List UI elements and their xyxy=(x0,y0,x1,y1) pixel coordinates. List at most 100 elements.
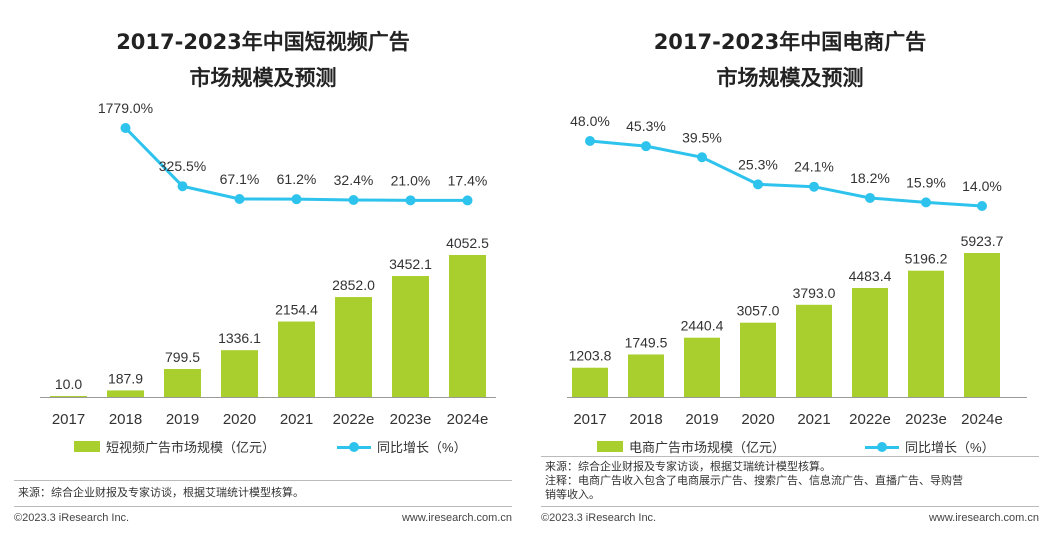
growth-point xyxy=(977,201,987,211)
category-tick-label: 2021 xyxy=(280,411,313,428)
category-tick-label: 2024e xyxy=(447,411,489,428)
growth-value-label: 17.4% xyxy=(448,172,488,188)
bar xyxy=(449,255,486,397)
growth-point xyxy=(753,179,763,190)
bar xyxy=(107,390,144,397)
bar-value-label: 3057.0 xyxy=(737,303,780,319)
growth-value-label: 32.4% xyxy=(334,172,374,188)
bar-value-label: 1749.5 xyxy=(625,334,668,350)
bar-value-label: 10.0 xyxy=(55,376,82,392)
chart-legend: 电商广告市场规模（亿元） 同比增长（%） xyxy=(597,437,995,456)
category-tick-label: 2019 xyxy=(166,411,199,428)
chart-title-line1: 2017-2023年中国电商广告 xyxy=(653,30,927,54)
category-tick-label: 2020 xyxy=(223,411,256,428)
growth-point xyxy=(697,152,707,163)
ecommerce-ad-panel: 2017-2023年中国电商广告 市场规模及预测 1203.8 1749.5 244… xyxy=(527,0,1053,536)
bar xyxy=(221,350,258,397)
category-tick-label: 2022e xyxy=(849,411,891,428)
website-link: www.iresearch.com.cn xyxy=(928,512,1039,524)
growth-value-label: 24.1% xyxy=(794,159,834,175)
category-tick-label: 2023e xyxy=(390,411,432,428)
growth-point xyxy=(462,195,473,206)
bar xyxy=(796,304,832,397)
growth-value-label: 15.9% xyxy=(906,174,946,190)
source-note: 来源：综合企业财报及专家访谈，根据艾瑞统计模型核算。 xyxy=(18,487,304,499)
short-video-ad-panel: 2017-2023年中国短视频广告 市场规模及预测 10.0 187.9 799.5… xyxy=(0,0,526,536)
bar-value-label: 2154.4 xyxy=(275,302,318,318)
growth-value-label: 18.2% xyxy=(850,170,890,186)
growth-value-label: 1779.0% xyxy=(98,100,153,116)
growth-point xyxy=(585,136,595,146)
bar xyxy=(335,297,372,397)
source-note: 来源：综合企业财报及专家访谈，根据艾瑞统计模型核算。 xyxy=(545,461,831,473)
short-video-ad-chart: 10.0 187.9 799.5 1336.1 2154.4 2852.0 3452.1 40… xyxy=(40,100,496,428)
bar-value-label: 4483.4 xyxy=(849,268,892,284)
growth-value-label: 67.1% xyxy=(220,171,260,187)
growth-value-label: 45.3% xyxy=(626,118,666,134)
bar xyxy=(50,396,87,397)
growth-value-label: 39.5% xyxy=(682,129,722,145)
category-tick-label: 2019 xyxy=(685,411,718,428)
copyright: ©2023.3 iResearch Inc. xyxy=(14,512,130,524)
bar xyxy=(740,322,776,397)
bar xyxy=(908,270,944,397)
legend-bar-swatch xyxy=(597,441,623,452)
legend-line-swatch xyxy=(337,440,372,454)
bar-value-label: 5196.2 xyxy=(905,251,948,267)
growth-point xyxy=(405,195,416,206)
category-tick-label: 2024e xyxy=(961,411,1003,428)
growth-value-label: 325.5% xyxy=(159,158,206,174)
growth-line xyxy=(589,139,983,208)
category-tick-label: 2018 xyxy=(629,411,662,428)
bar xyxy=(852,288,888,397)
growth-point xyxy=(120,123,131,133)
growth-point xyxy=(348,194,359,205)
legend-line-swatch xyxy=(865,440,900,454)
growth-value-label: 48.0% xyxy=(570,113,610,129)
bar-value-label: 3452.1 xyxy=(389,256,432,272)
legend-line-label: 同比增长（%） xyxy=(377,440,467,455)
growth-point xyxy=(291,194,302,205)
divider xyxy=(14,506,512,507)
chart-title-line2: 市场规模及预测 xyxy=(189,66,337,90)
bar-value-label: 799.5 xyxy=(165,349,200,365)
growth-value-label: 25.3% xyxy=(738,156,778,172)
category-tick-label: 2023e xyxy=(905,411,947,428)
growth-point xyxy=(641,141,651,152)
divider xyxy=(541,456,1039,457)
bar xyxy=(278,321,315,397)
growth-value-label: 14.0% xyxy=(962,178,1002,194)
bar-value-label: 1203.8 xyxy=(569,348,612,364)
category-tick-label: 2018 xyxy=(109,411,142,428)
bar-value-label: 3793.0 xyxy=(793,285,836,301)
bar-value-label: 2852.0 xyxy=(332,277,375,293)
bar xyxy=(964,253,1000,397)
footnote: 注释：电商广告收入包含了电商展示广告、搜索广告、信息流广告、直播广告、导购营 xyxy=(545,475,963,487)
bar xyxy=(392,276,429,397)
category-tick-label: 2022e xyxy=(333,411,375,428)
legend-bar-label: 电商广告市场规模（亿元） xyxy=(629,440,786,455)
bar xyxy=(572,367,608,397)
bar xyxy=(628,354,664,397)
legend-line-label: 同比增长（%） xyxy=(905,440,995,455)
category-tick-label: 2017 xyxy=(52,411,85,428)
ecommerce-ad-chart: 1203.8 1749.5 2440.4 3057.0 3793.0 4483.4 5196… xyxy=(567,113,1027,428)
category-tick-label: 2020 xyxy=(741,411,774,428)
chart-title-line2: 市场规模及预测 xyxy=(716,66,864,90)
growth-point xyxy=(177,181,188,192)
divider xyxy=(541,506,1039,507)
growth-point xyxy=(921,197,931,208)
chart-legend: 短视频广告市场规模（亿元） 同比增长（%） xyxy=(74,437,467,456)
footnote-continued: 销等收入。 xyxy=(545,489,600,501)
website-link: www.iresearch.com.cn xyxy=(401,512,512,524)
category-tick-label: 2017 xyxy=(573,411,606,428)
chart-title-line1: 2017-2023年中国短视频广告 xyxy=(116,30,410,54)
growth-point xyxy=(865,192,875,203)
growth-point xyxy=(234,194,245,204)
bar-value-label: 2440.4 xyxy=(681,318,724,334)
bar xyxy=(164,368,201,397)
growth-point xyxy=(809,181,819,192)
legend-bar-label: 短视频广告市场规模（亿元） xyxy=(106,440,276,455)
legend-bar-swatch xyxy=(74,441,100,452)
copyright: ©2023.3 iResearch Inc. xyxy=(541,512,657,524)
